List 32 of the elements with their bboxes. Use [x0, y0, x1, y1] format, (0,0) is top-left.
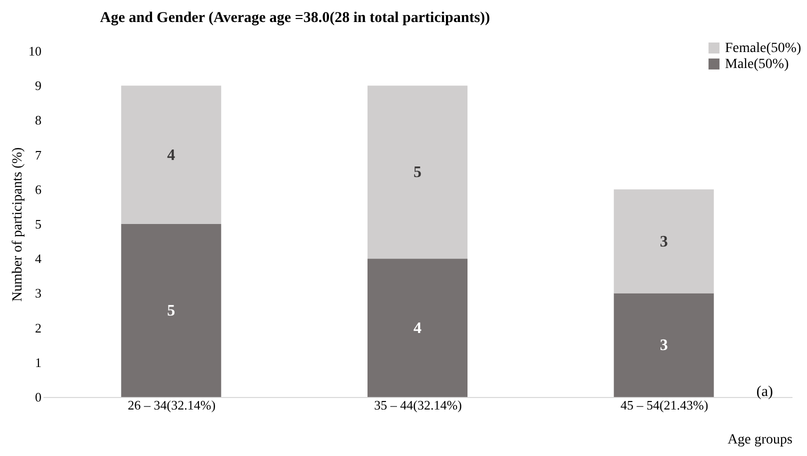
y-tick-label: 6: [35, 182, 42, 197]
data-label: 4: [414, 320, 422, 337]
y-tick-label: 10: [28, 44, 42, 58]
chart-title: Age and Gender (Average age =38.0(28 in total participants)): [100, 10, 490, 26]
x-tick-label: 35 – 44(32.14%): [374, 398, 462, 412]
y-axis-title: Number of participants (%): [10, 147, 26, 302]
bar: [121, 86, 222, 224]
bar: [614, 189, 714, 294]
legend-label: Male(50%): [725, 57, 790, 72]
x-axis-title: Age groups: [728, 432, 792, 448]
bar: [121, 224, 222, 397]
data-label: 5: [414, 164, 422, 182]
y-tick-label: 7: [35, 147, 42, 162]
data-label: 5: [167, 302, 176, 320]
bar: [368, 86, 468, 259]
annotation: (a): [756, 384, 773, 400]
y-tick-label: 1: [35, 354, 42, 370]
y-tick-label: 0: [35, 390, 42, 404]
y-tick-label: 2: [35, 320, 42, 336]
legend-label: Female(50%): [725, 41, 802, 56]
bar: [368, 258, 468, 397]
y-tick-label: 9: [35, 78, 42, 94]
y-tick-label: 3: [35, 286, 42, 301]
y-tick-label: 5: [35, 216, 42, 232]
data-label: 3: [660, 233, 668, 250]
x-tick-label: 45 – 54(21.43%): [620, 398, 708, 412]
x-tick-label: 26 – 34(32.14%): [128, 398, 216, 412]
data-label: 3: [660, 337, 668, 354]
data-label: 4: [167, 146, 176, 164]
y-tick-label: 4: [35, 251, 42, 266]
bar: [614, 293, 714, 397]
y-tick-label: 8: [35, 112, 42, 128]
